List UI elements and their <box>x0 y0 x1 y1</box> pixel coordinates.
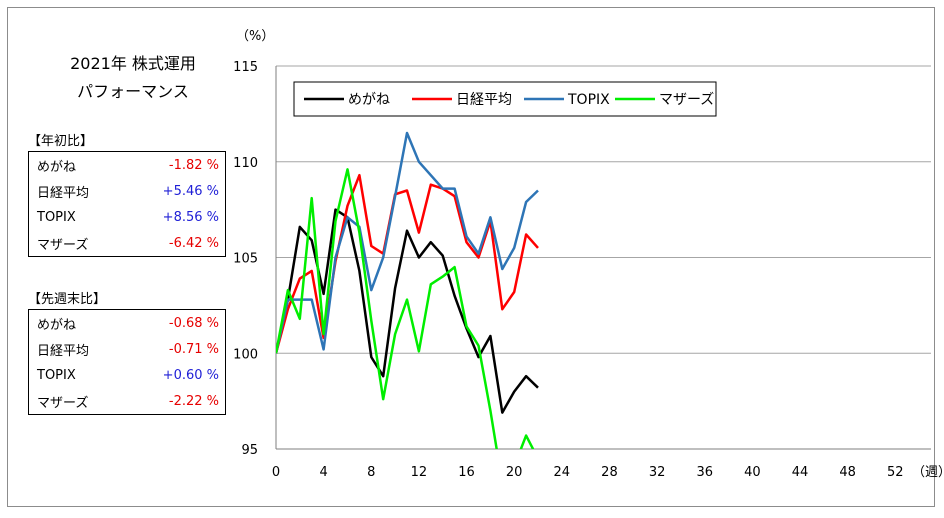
row-name: TOPIX <box>37 367 76 383</box>
y-tick-label: 110 <box>233 156 258 171</box>
table-row: マザーズ -2.22 % <box>29 388 226 415</box>
table-row: 日経平均 +5.46 % <box>29 178 226 204</box>
row-name: マザーズ <box>37 395 89 411</box>
legend-label: マザーズ <box>659 92 714 108</box>
x-tick-label: 44 <box>792 465 809 480</box>
table-row: めがね -1.82 % <box>29 152 226 179</box>
y-tick-label: 105 <box>233 252 258 267</box>
weekly-table: めがね -0.68 % 日経平均 -0.71 % TOPIX +0.60 % マ… <box>28 309 226 415</box>
x-tick-label: 8 <box>367 465 375 480</box>
row-name: めがね <box>37 317 77 333</box>
x-tick-label: 28 <box>601 465 618 480</box>
table-row: TOPIX +0.60 % <box>29 362 226 388</box>
row-value: -0.71 % <box>168 341 219 357</box>
row-value: -0.68 % <box>168 315 219 331</box>
row-name: 日経平均 <box>37 185 90 201</box>
x-tick-label: 0 <box>272 465 280 480</box>
x-axis-label: （週） <box>912 465 944 480</box>
axes <box>275 66 931 450</box>
table-row: めがね -0.68 % <box>29 310 226 337</box>
series-line-2 <box>276 131 539 354</box>
row-value: -6.42 % <box>168 235 219 251</box>
x-tick-label: 20 <box>506 465 523 480</box>
row-name: めがね <box>37 159 77 175</box>
row-value: +8.56 % <box>162 209 219 225</box>
y-axis-label: （%） <box>236 29 274 44</box>
series-line-1 <box>276 173 539 354</box>
x-tick-label: 36 <box>696 465 713 480</box>
table-row: TOPIX +8.56 % <box>29 204 226 230</box>
x-tick-label: 48 <box>839 465 856 480</box>
table-row: 日経平均 -0.71 % <box>29 336 226 362</box>
chart-title-line1: 2021年 株式運用 <box>70 54 196 73</box>
row-name: TOPIX <box>37 209 76 225</box>
x-tick-label: 4 <box>319 465 327 480</box>
row-value: -1.82 % <box>168 157 219 173</box>
x-tick-label: 40 <box>744 465 761 480</box>
table-row: マザーズ -6.42 % <box>29 230 226 257</box>
y-tick-label: 100 <box>233 347 258 362</box>
row-value: -2.22 % <box>168 393 219 409</box>
x-tick-label: 24 <box>554 465 571 480</box>
chart-title-line2: パフォーマンス <box>77 82 189 101</box>
x-tick-label: 16 <box>458 465 475 480</box>
legend-label: めがね <box>348 92 390 108</box>
legend-label: 日経平均 <box>456 92 512 108</box>
legend-label: TOPIX <box>567 92 610 108</box>
x-tick-label: 52 <box>887 465 904 480</box>
weekly-label: 【先週末比】 <box>28 292 107 307</box>
x-tick-label: 12 <box>411 465 428 480</box>
series-lines <box>276 131 539 449</box>
ytd-table: めがね -1.82 % 日経平均 +5.46 % TOPIX +8.56 % マ… <box>28 151 226 257</box>
x-tick-label: 32 <box>649 465 666 480</box>
row-name: マザーズ <box>37 237 89 253</box>
series-line-3 <box>276 168 535 449</box>
row-value: +0.60 % <box>162 367 219 383</box>
row-value: +5.46 % <box>162 183 219 199</box>
ytd-label: 【年初比】 <box>28 134 94 149</box>
y-tick-label: 95 <box>241 443 258 458</box>
row-name: 日経平均 <box>37 343 90 359</box>
legend: めがね 日経平均 TOPIX マザーズ <box>293 81 717 117</box>
y-tick-label: 115 <box>233 60 258 75</box>
